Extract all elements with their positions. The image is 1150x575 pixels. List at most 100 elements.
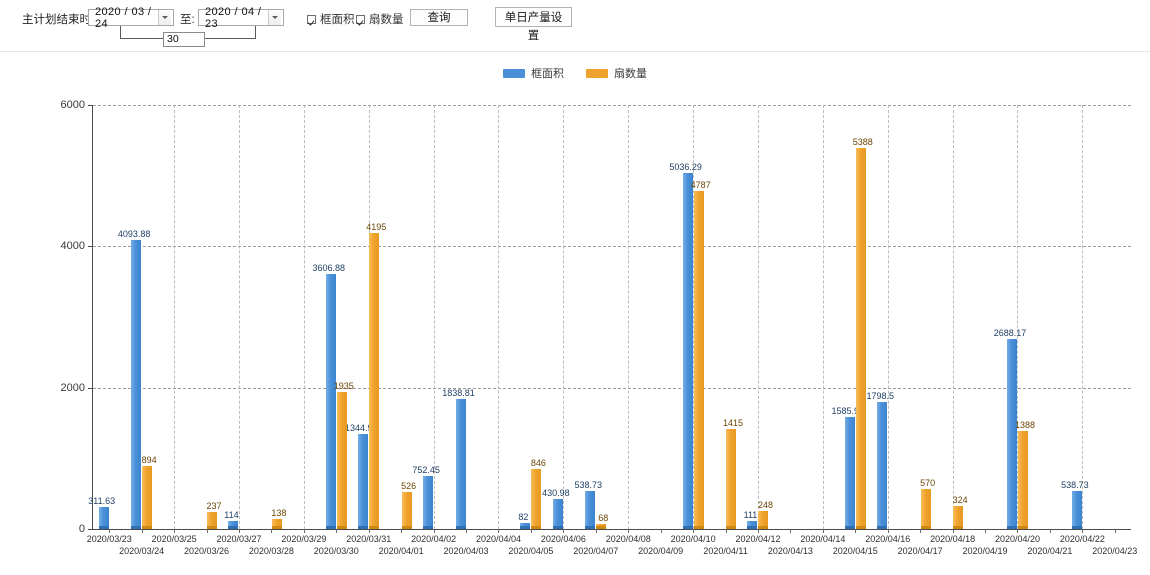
y-axis-tick-label: 6000 <box>60 99 85 111</box>
x-tick-mark <box>1114 529 1116 533</box>
bar-扇数量-2020/04/10[interactable] <box>693 190 704 529</box>
bar-value-label: 430.98 <box>542 487 570 498</box>
x-tick-mark <box>1082 529 1084 533</box>
y-tick-mark <box>88 105 93 106</box>
checkbox-icon[interactable] <box>307 14 316 24</box>
bar-框面积-2020/04/22[interactable] <box>1071 490 1082 529</box>
checkbox-fan-count[interactable]: 扇数量 <box>356 11 404 27</box>
legend-item-2[interactable]: 扇数量 <box>586 65 647 81</box>
bar-base <box>1017 526 1028 529</box>
production-bar-chart: 0 2000 4000 6000 2020/03/23 2020/03/24 2020/03… <box>0 90 1150 575</box>
y-tick-mark <box>88 246 93 248</box>
bar-扇数量-2020/03/26[interactable] <box>207 512 218 529</box>
x-gridline <box>433 105 435 529</box>
daily-output-setting-button[interactable]: 单日产量设置 <box>495 7 572 42</box>
bar-扇数量-2020/04/01[interactable] <box>401 491 412 529</box>
date-to-value: 2020 / 04 / 23 <box>205 5 262 30</box>
x-axis-tick-label: 2020/03/31 <box>346 534 392 544</box>
bar-value-label: 2688.17 <box>993 328 1027 339</box>
x-tick-mark <box>887 529 889 533</box>
bar-base <box>423 526 434 529</box>
bar-框面积-2020/03/31[interactable] <box>358 433 369 529</box>
x-axis-tick-label: 2020/04/20 <box>994 534 1040 544</box>
x-axis-tick-label: 2020/04/19 <box>962 546 1008 556</box>
bar-框面积-2020/03/24[interactable] <box>131 239 142 529</box>
bar-value-label: 248 <box>757 500 773 511</box>
x-axis-tick-label: 2020/04/01 <box>378 546 424 556</box>
x-tick-mark <box>822 529 824 533</box>
plot-area: 0 2000 4000 6000 2020/03/23 2020/03/24 2020/03… <box>61 99 1138 556</box>
x-axis-tick-label: 2020/04/03 <box>443 546 489 556</box>
query-button[interactable]: 查询 <box>410 9 468 26</box>
date-from-dropdown-button[interactable] <box>158 10 171 25</box>
bar-value-label: 526 <box>401 480 417 491</box>
bar-base <box>401 526 412 529</box>
bar-扇数量-2020/03/28[interactable] <box>271 519 282 529</box>
checkbox-frame-area[interactable]: 框面积 <box>307 11 355 27</box>
x-gridline <box>563 105 565 529</box>
bar-扇数量-2020/03/30[interactable] <box>336 392 347 529</box>
x-gridline <box>1082 105 1084 529</box>
x-tick-mark <box>368 529 370 533</box>
bar-框面积-2020/04/20[interactable] <box>1006 339 1017 529</box>
bar-框面积-2020/04/02[interactable] <box>423 475 434 529</box>
bar-扇数量-2020/03/24[interactable] <box>142 465 153 529</box>
bar-框面积-2020/04/06[interactable] <box>552 498 563 529</box>
bar-value-label: 1838.81 <box>442 388 475 399</box>
checkbox-icon[interactable] <box>356 14 365 24</box>
bar-value-label: 1935 <box>333 381 354 392</box>
bar-base <box>585 526 596 529</box>
bar-base <box>271 526 282 529</box>
bar-框面积-2020/03/23[interactable] <box>98 506 109 529</box>
bar-框面积-2020/04/10[interactable] <box>682 173 693 529</box>
bar-框面积-2020/04/07[interactable] <box>585 490 596 529</box>
bar-base <box>758 526 769 529</box>
date-from-input[interactable]: 2020 / 03 / 24 <box>88 6 174 30</box>
bar-扇数量-2020/04/11[interactable] <box>726 429 737 529</box>
bar-base <box>726 526 737 529</box>
day-span-input[interactable]: 30 <box>163 32 205 47</box>
bar-base <box>747 526 758 529</box>
x-axis-tick-label: 2020/03/29 <box>281 534 327 544</box>
y-axis-tick-label: 2000 <box>60 381 85 394</box>
x-axis-tick-label: 2020/04/12 <box>735 534 781 544</box>
plan-end-time-label: 主计划结束时间: <box>22 14 106 26</box>
bar-base <box>877 526 888 529</box>
x-tick-mark <box>660 529 662 533</box>
x-axis-tick-label: 2020/04/22 <box>1059 534 1105 544</box>
bar-框面积-2020/04/16[interactable] <box>877 401 888 529</box>
bar-扇数量-2020/04/18[interactable] <box>953 506 964 529</box>
bar-value-label: 4195 <box>366 221 387 232</box>
bar-扇数量-2020/04/07[interactable] <box>596 524 607 529</box>
legend-item-1[interactable]: 框面积 <box>503 65 564 81</box>
bar-value-label: 752.45 <box>412 464 440 475</box>
bar-扇数量-2020/04/15[interactable] <box>855 148 866 529</box>
x-tick-mark <box>109 529 111 533</box>
bar-base <box>953 526 964 529</box>
bar-base <box>693 526 704 529</box>
x-axis-tick-label: 2020/04/02 <box>411 534 457 544</box>
chevron-down-icon <box>272 16 278 19</box>
bar-value-label: 5388 <box>852 137 873 148</box>
bar-扇数量-2020/04/20[interactable] <box>1017 430 1028 529</box>
y-axis-tick-label: 0 <box>78 523 85 535</box>
bar-扇数量-2020/03/31[interactable] <box>369 232 380 529</box>
bar-框面积-2020/04/12[interactable] <box>747 521 758 529</box>
date-to-dropdown-button[interactable] <box>268 10 281 25</box>
x-tick-mark <box>595 529 597 533</box>
bar-框面积-2020/03/30[interactable] <box>325 274 336 529</box>
bar-框面积-2020/04/15[interactable] <box>844 416 855 529</box>
bar-value-label: 1415 <box>723 418 744 428</box>
bar-扇数量-2020/04/12[interactable] <box>758 511 769 529</box>
x-tick-mark <box>725 529 727 533</box>
x-axis-tick-label: 2020/03/23 <box>86 534 132 544</box>
x-axis-tick-label: 2020/03/28 <box>248 546 294 556</box>
x-tick-mark <box>498 529 500 533</box>
bar-扇数量-2020/04/05[interactable] <box>531 469 542 529</box>
bar-框面积-2020/04/05[interactable] <box>520 523 531 529</box>
bar-扇数量-2020/04/17[interactable] <box>920 488 931 529</box>
bar-框面积-2020/03/27[interactable] <box>228 520 239 529</box>
date-to-input[interactable]: 2020 / 04 / 23 <box>198 6 284 30</box>
x-tick-mark <box>985 529 987 533</box>
bar-框面积-2020/04/03[interactable] <box>455 399 466 529</box>
